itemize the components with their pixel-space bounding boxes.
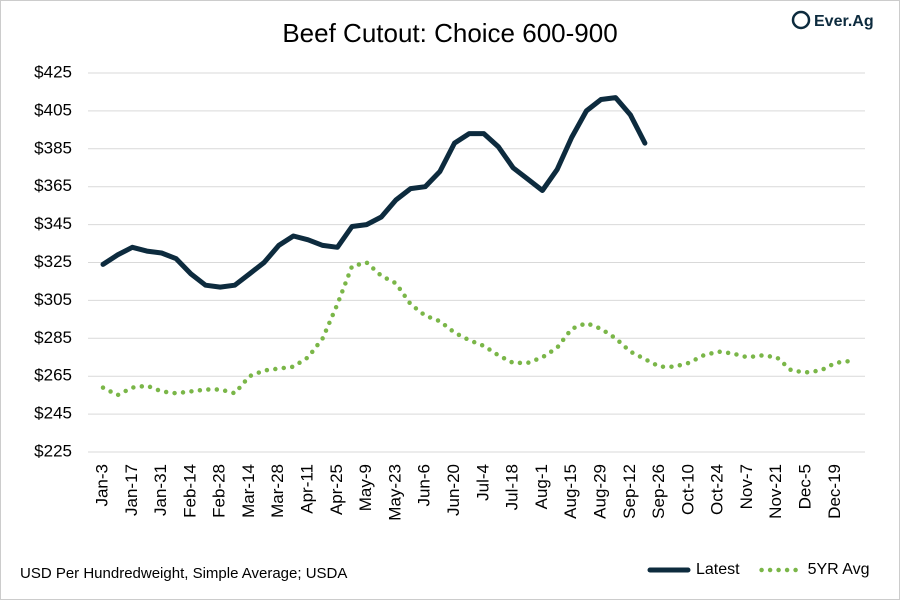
- x-tick-label: Nov-7: [737, 464, 756, 509]
- y-tick-label: $345: [34, 214, 72, 233]
- footnote: USD Per Hundredweight, Simple Average; U…: [20, 565, 347, 582]
- x-tick-label: Oct-10: [678, 464, 697, 515]
- x-tick-label: Sep-26: [649, 464, 668, 519]
- x-tick-label: Jan-17: [122, 464, 141, 516]
- x-tick-label: Feb-28: [210, 464, 229, 518]
- logo-icon: [791, 10, 811, 30]
- y-tick-label: $425: [34, 62, 72, 81]
- x-tick-label: Aug-15: [561, 464, 580, 519]
- legend-label: Latest: [696, 561, 740, 578]
- legend-label: 5YR Avg: [808, 561, 870, 578]
- y-tick-label: $285: [34, 328, 72, 347]
- x-tick-label: Feb-14: [180, 464, 199, 518]
- chart-title: Beef Cutout: Choice 600-900: [282, 18, 617, 48]
- x-tick-label: Jun-20: [444, 464, 463, 516]
- x-tick-label: May-23: [385, 464, 404, 521]
- x-tick-label: Jun-6: [415, 464, 434, 507]
- x-tick-label: Oct-24: [708, 464, 727, 515]
- x-tick-label: Apr-25: [327, 464, 346, 515]
- y-tick-label: $245: [34, 404, 72, 423]
- x-tick-label: Mar-14: [239, 464, 258, 518]
- x-tick-label: Aug-29: [590, 464, 609, 519]
- x-tick-label: Jan-31: [151, 464, 170, 516]
- x-tick-label: Jul-18: [503, 464, 522, 510]
- y-tick-label: $325: [34, 252, 72, 271]
- x-tick-label: Sep-12: [620, 464, 639, 519]
- y-tick-label: $405: [34, 100, 72, 119]
- x-tick-label: Aug-1: [532, 464, 551, 509]
- brand: Ever.Ag: [814, 13, 874, 30]
- x-tick-label: May-9: [356, 464, 375, 511]
- x-tick-label: Dec-5: [796, 464, 815, 509]
- x-tick-label: Dec-19: [825, 464, 844, 519]
- y-tick-label: $305: [34, 290, 72, 309]
- y-tick-label: $265: [34, 366, 72, 385]
- x-tick-label: Nov-21: [766, 464, 785, 519]
- y-tick-label: $365: [34, 176, 72, 195]
- x-tick-label: Jan-3: [92, 464, 111, 507]
- x-tick-label: Mar-28: [268, 464, 287, 518]
- y-tick-label: $385: [34, 138, 72, 157]
- y-tick-label: $225: [34, 441, 72, 460]
- x-tick-label: Apr-11: [298, 464, 317, 514]
- series-line: [100, 95, 648, 290]
- x-tick-label: Jul-4: [473, 464, 492, 501]
